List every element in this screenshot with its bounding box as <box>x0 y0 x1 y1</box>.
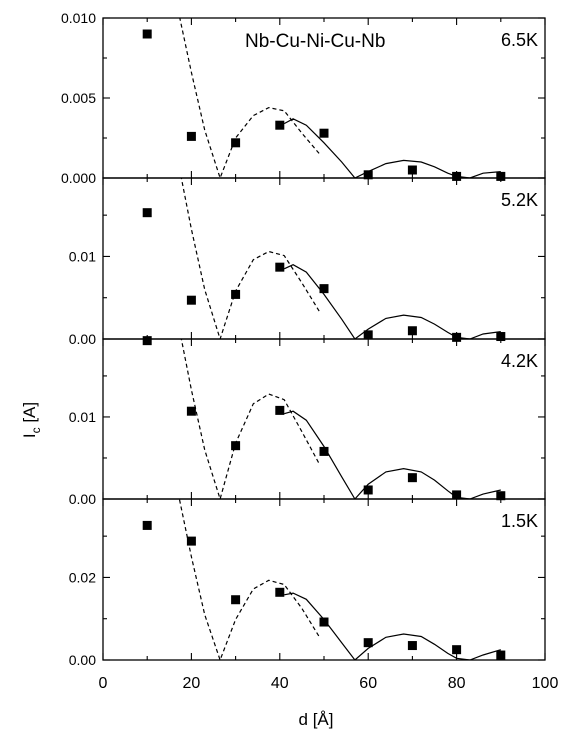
y-tick-label: 0.00 <box>69 652 96 668</box>
data-point <box>275 405 285 415</box>
data-point <box>496 332 506 342</box>
dashed-fit-curve <box>180 178 321 339</box>
dashed-fit-curve <box>179 18 321 178</box>
temperature-label: 1.5K <box>501 511 538 531</box>
y-tick-label: 0.000 <box>61 170 96 186</box>
y-tick-label: 0.02 <box>69 569 96 585</box>
x-tick-label: 20 <box>183 675 201 692</box>
x-axis-label: d [Å] <box>299 710 334 729</box>
chart-annotation: Nb-Cu-Ni-Cu-Nb <box>245 31 385 52</box>
data-point <box>275 587 285 597</box>
data-point <box>407 641 417 651</box>
y-tick-label: 0.00 <box>69 331 96 347</box>
data-point <box>186 536 196 546</box>
panel-frame <box>102 498 546 661</box>
data-point <box>319 446 329 456</box>
data-point <box>319 128 329 138</box>
panel-2: 0.00 0.01 5.2K <box>69 177 546 347</box>
data-point <box>231 138 241 148</box>
data-point <box>231 595 241 605</box>
dashed-fit-curve <box>180 339 321 499</box>
data-point <box>407 165 417 175</box>
data-point <box>231 289 241 299</box>
data-point <box>275 120 285 130</box>
panel-frame <box>102 177 546 340</box>
data-point <box>407 473 417 483</box>
data-point <box>142 520 152 530</box>
y-tick-label: 0.00 <box>69 491 96 507</box>
solid-fit-curve <box>283 118 501 178</box>
panel-frame <box>102 338 546 500</box>
data-point <box>186 406 196 416</box>
data-point <box>275 262 285 272</box>
data-point <box>496 171 506 181</box>
x-tick-label: 100 <box>532 675 559 692</box>
y-axis-label-subscript: c <box>29 427 43 433</box>
data-point <box>186 131 196 141</box>
data-point <box>452 490 462 500</box>
chart-panels: 0.000 0.005 0.010 6.5K 0.00 0.01 5.2K 0.00 0.01 4… <box>61 10 546 668</box>
data-point <box>496 650 506 660</box>
x-tick-label: 40 <box>271 675 289 692</box>
solid-fit-curve <box>284 410 501 499</box>
data-point <box>363 485 373 495</box>
temperature-label: 6.5K <box>501 30 538 50</box>
x-tick-label: 0 <box>99 675 108 692</box>
data-point <box>452 171 462 181</box>
x-tick-label: 80 <box>448 675 466 692</box>
y-tick-label: 0.01 <box>69 248 96 264</box>
data-point <box>142 29 152 39</box>
y-axis-label: Ic [A] <box>20 402 43 438</box>
y-axis-label-main: I <box>20 433 39 438</box>
data-point <box>496 491 506 501</box>
temperature-label: 4.2K <box>501 351 538 371</box>
data-point <box>142 336 152 346</box>
x-axis: 0 20 40 60 80 100 <box>99 675 559 692</box>
data-point <box>319 284 329 294</box>
y-axis-label-unit: [A] <box>20 402 39 428</box>
x-tick-label: 60 <box>359 675 377 692</box>
panel-4: 0.00 0.02 1.5K <box>69 498 546 668</box>
y-tick-label: 0.005 <box>61 90 96 106</box>
temperature-label: 5.2K <box>501 190 538 210</box>
data-point <box>142 208 152 218</box>
data-point <box>363 638 373 648</box>
dashed-fit-curve <box>178 499 321 660</box>
y-tick-label: 0.010 <box>61 10 96 26</box>
y-tick-label: 0.01 <box>69 409 96 425</box>
panel-3: 0.00 0.01 4.2K <box>69 336 546 507</box>
data-point <box>452 332 462 342</box>
solid-fit-curve <box>284 592 501 660</box>
data-point <box>363 170 373 180</box>
data-point <box>407 326 417 336</box>
data-point <box>319 617 329 627</box>
solid-fit-curve <box>283 264 501 339</box>
data-point <box>231 441 241 451</box>
data-point <box>452 645 462 655</box>
data-point <box>186 295 196 305</box>
data-point <box>363 330 373 340</box>
